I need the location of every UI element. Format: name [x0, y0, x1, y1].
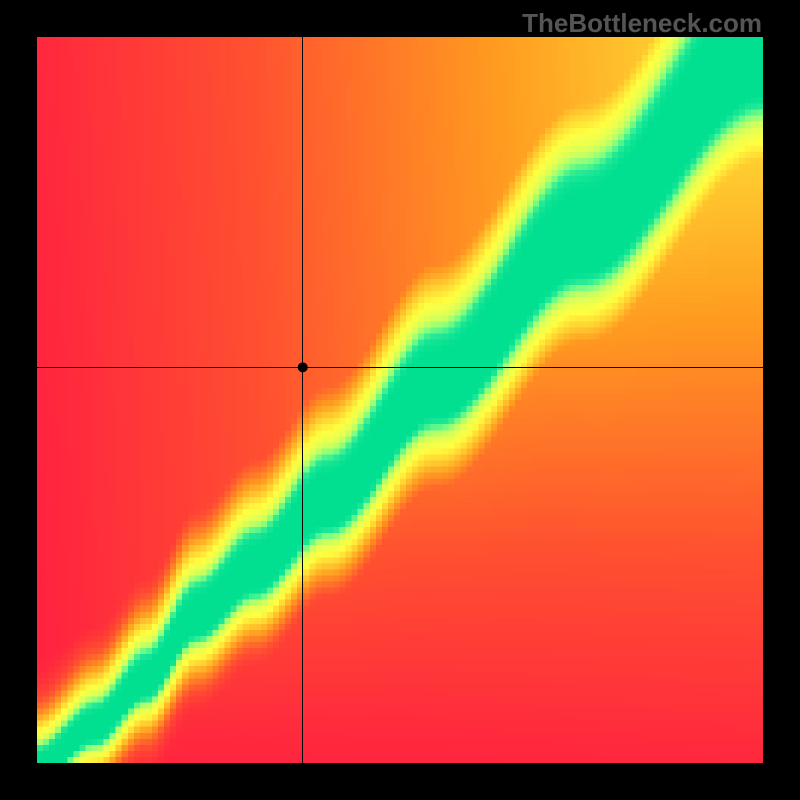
- watermark-text: TheBottleneck.com: [522, 8, 762, 39]
- crosshair-marker: [298, 362, 308, 372]
- plot-overlay: [0, 0, 800, 800]
